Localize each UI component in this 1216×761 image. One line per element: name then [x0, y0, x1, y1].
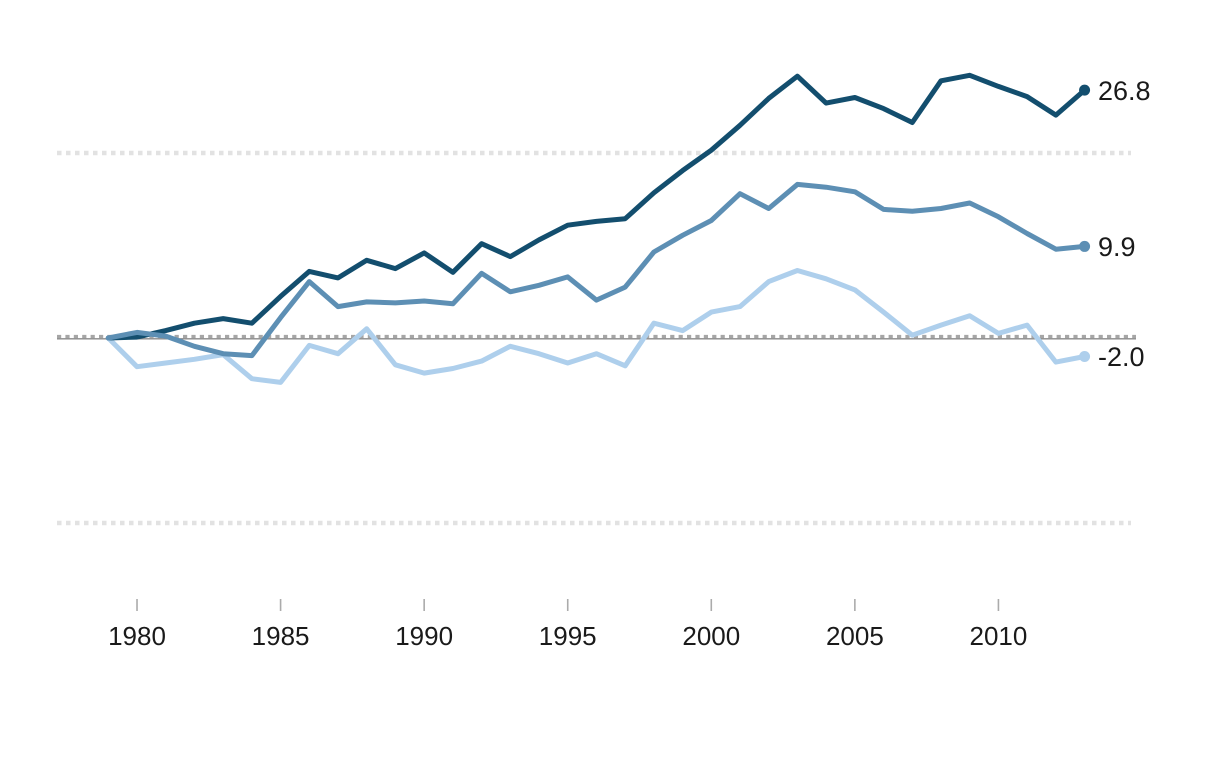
x-tick-label-1995: 1995 — [539, 621, 597, 651]
dark-blue-series-end-label: 26.8 — [1098, 76, 1151, 106]
x-tick-label-1980: 1980 — [108, 621, 166, 651]
dark-blue-series-line — [105, 72, 1088, 341]
medium-blue-series-line — [105, 181, 1088, 359]
light-blue-series-end-label: -2.0 — [1098, 342, 1145, 372]
series-end-labels: 26.8 9.9 -2.0 — [1098, 76, 1151, 372]
dotted-gridlines — [57, 150, 1131, 526]
medium-blue-series-end-label: 9.9 — [1098, 232, 1136, 262]
series-lines — [105, 72, 1088, 385]
medium-blue-series-end-dot — [1079, 240, 1091, 252]
x-tick-label-1985: 1985 — [252, 621, 310, 651]
series-end-dots — [1079, 84, 1091, 362]
x-tick-label-2010: 2010 — [970, 621, 1028, 651]
x-tick-label-1990: 1990 — [395, 621, 453, 651]
x-axis: 1980 1985 1990 1995 2000 2005 2010 — [108, 599, 1027, 651]
zero-axis-line — [57, 334, 1136, 340]
light-blue-series-line — [105, 268, 1088, 385]
light-blue-series-end-dot — [1079, 351, 1091, 362]
x-tick-label-2005: 2005 — [826, 621, 884, 651]
dark-blue-series-end-dot — [1079, 84, 1091, 96]
x-tick-label-2000: 2000 — [682, 621, 740, 651]
